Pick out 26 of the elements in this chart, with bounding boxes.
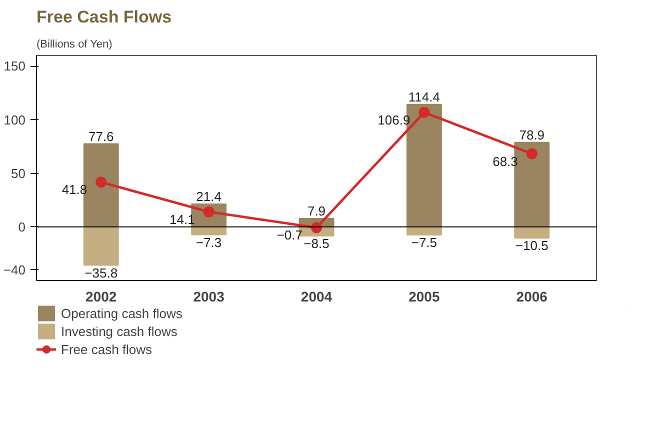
data-label: 78.9 — [519, 127, 545, 142]
chart-title: Free Cash Flows — [36, 8, 172, 26]
x-tick-label: 2005 — [408, 288, 440, 304]
y-tick-label: 150 — [4, 58, 26, 74]
data-label: 114.4 — [408, 89, 440, 104]
y-tick-label: 50 — [11, 166, 26, 181]
legend-label: Free cash flows — [61, 340, 152, 358]
data-label: 7.9 — [307, 203, 326, 218]
data-label: 77.6 — [88, 128, 114, 144]
legend-label: Operating cash flows — [61, 304, 182, 322]
x-tick-label: 2006 — [516, 288, 548, 304]
x-tick-label: 2003 — [193, 288, 225, 304]
y-tick-label: −40 — [3, 262, 26, 278]
chart-subtitle: (Billions of Yen) — [36, 38, 112, 50]
data-label: −0.7 — [276, 228, 303, 243]
data-label: −7.3 — [196, 234, 222, 250]
legend-label: Investing cash flows — [61, 322, 178, 340]
data-label: 21.4 — [196, 189, 222, 204]
y-tick-label: 100 — [4, 112, 26, 128]
data-label: −10.5 — [515, 238, 548, 254]
data-label: −8.5 — [304, 236, 330, 252]
x-tick-label: 2004 — [300, 288, 332, 304]
y-tick-label: 0 — [18, 219, 26, 234]
data-label: −35.8 — [84, 265, 118, 280]
x-tick-label: 2002 — [86, 288, 117, 304]
data-label: −7.5 — [411, 234, 438, 250]
